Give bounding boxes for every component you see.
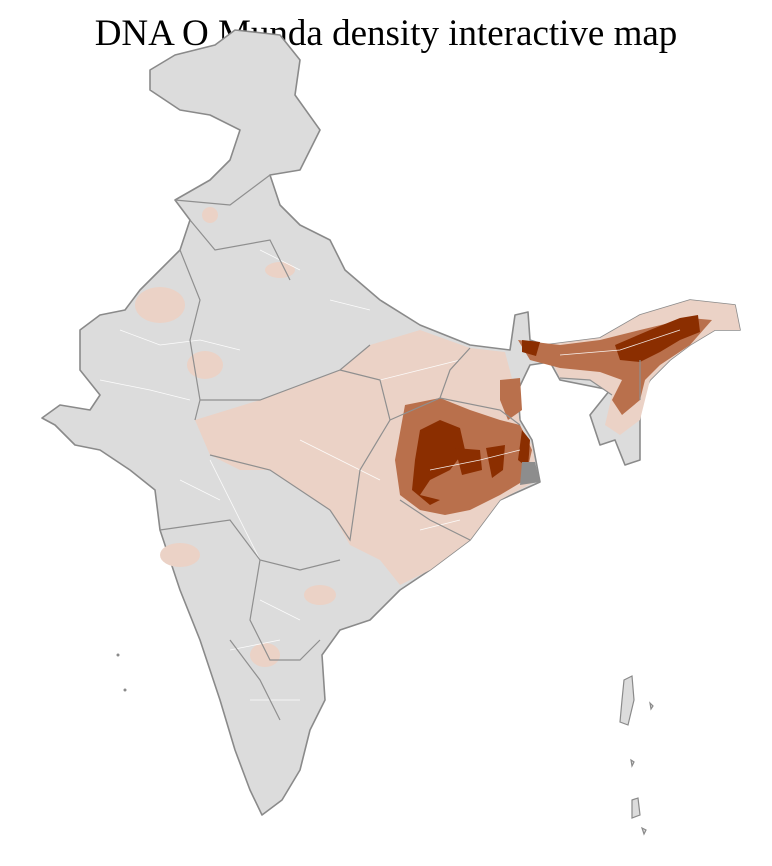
up-low-patch xyxy=(265,262,295,278)
lakshadweep-islands xyxy=(116,653,127,692)
jharkhand-high-region-east xyxy=(486,445,505,478)
bengal-high-region xyxy=(518,430,530,468)
maharashtra-low-patch xyxy=(160,543,200,567)
andaman-nicobar-islands[interactable] xyxy=(619,675,654,836)
jharkhand-high-region-center xyxy=(455,448,482,475)
jharkhand-high-region-west xyxy=(412,420,465,505)
punjab-low-patch xyxy=(202,207,218,223)
central-east-low-region xyxy=(195,330,538,585)
assam-high-region xyxy=(615,315,700,362)
map-title: DNA O Munda density interactive map xyxy=(94,13,678,54)
bengal-medium-region xyxy=(500,378,522,420)
state-boundaries xyxy=(159,174,641,721)
bengal-north-high-region xyxy=(522,340,540,356)
rajasthan-low-patch xyxy=(135,287,185,323)
sundarbans-grey-region xyxy=(520,462,540,485)
high-density-regions[interactable] xyxy=(412,315,700,505)
karnataka-low-patch xyxy=(250,643,280,667)
telangana-low-patch xyxy=(304,585,336,605)
gujarat-low-patch xyxy=(187,351,223,379)
